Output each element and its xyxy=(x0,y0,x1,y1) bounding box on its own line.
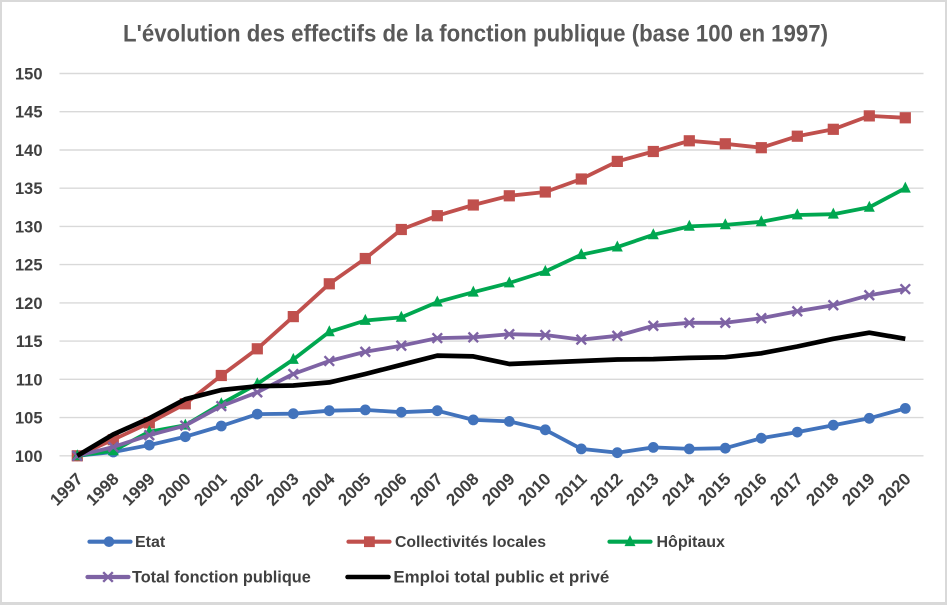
svg-text:140: 140 xyxy=(15,142,43,160)
svg-text:105: 105 xyxy=(15,410,43,428)
svg-text:Total fonction publique: Total fonction publique xyxy=(132,569,311,587)
svg-text:L'évolution des effectifs de l: L'évolution des effectifs de la fonction… xyxy=(123,20,828,47)
svg-text:Emploi total public et privé: Emploi total public et privé xyxy=(393,568,609,587)
svg-text:Collectivités locales: Collectivités locales xyxy=(395,534,546,551)
svg-text:135: 135 xyxy=(15,180,43,198)
svg-text:110: 110 xyxy=(16,371,43,389)
svg-text:115: 115 xyxy=(16,333,43,351)
svg-text:Hôpitaux: Hôpitaux xyxy=(657,534,726,551)
svg-text:150: 150 xyxy=(15,66,43,84)
svg-text:145: 145 xyxy=(15,104,43,122)
svg-text:Etat: Etat xyxy=(135,534,166,551)
svg-text:120: 120 xyxy=(15,295,43,313)
svg-text:125: 125 xyxy=(15,257,43,275)
svg-text:100: 100 xyxy=(15,448,43,466)
svg-text:130: 130 xyxy=(15,218,43,236)
